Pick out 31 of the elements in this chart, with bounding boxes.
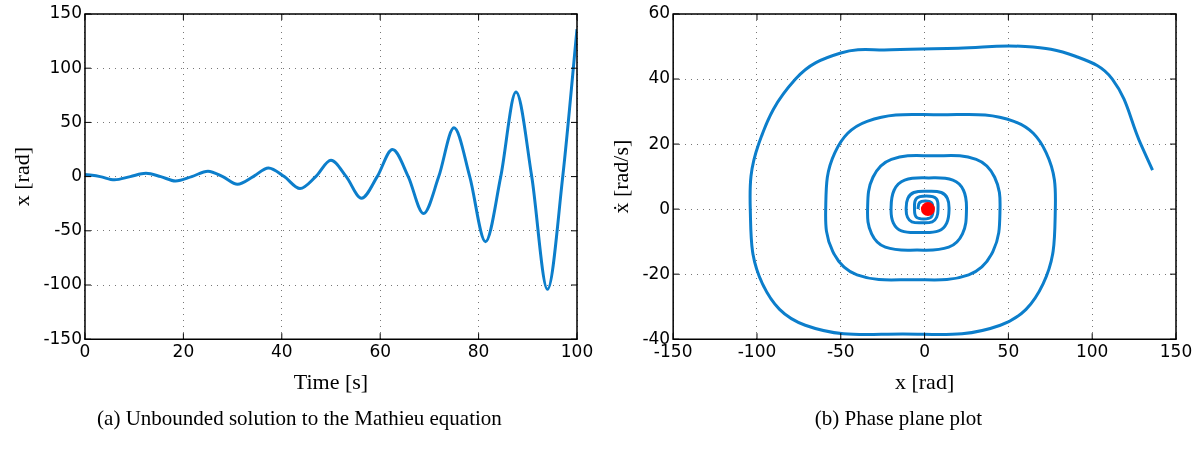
y-tick-label: -50 — [54, 219, 82, 240]
y-axis-title: x [rad] — [8, 146, 34, 207]
y-tick-label: 0 — [71, 165, 82, 186]
line-series — [84, 27, 577, 291]
line-series — [748, 44, 1155, 336]
y-tick-label: 100 — [49, 56, 82, 77]
x-tick-label: -100 — [737, 340, 777, 361]
x-tick-label: 40 — [270, 340, 293, 361]
x-tick-label: -50 — [826, 340, 855, 361]
y-tick-label: 60 — [648, 2, 671, 23]
y-tick-label: -100 — [43, 273, 82, 294]
x-tick-label: 50 — [997, 340, 1020, 361]
y-tick-label: 50 — [60, 110, 82, 131]
x-tick-label: 150 — [1159, 340, 1193, 361]
x-axis-title: x [rad] — [894, 368, 955, 394]
y-tick-label: 150 — [49, 2, 82, 23]
text: (a) Unbounded solution to the Mathieu equation — [96, 406, 503, 431]
y-tick-label: -150 — [43, 327, 82, 348]
y-tick-label: 20 — [648, 132, 671, 153]
y-tick-label: 40 — [648, 67, 671, 88]
x-tick-label: 100 — [560, 340, 594, 361]
x-tick-label: 0 — [919, 340, 930, 361]
x-tick-label: 100 — [1075, 340, 1109, 361]
x-tick-label: 60 — [369, 340, 392, 361]
x-tick-label: 20 — [172, 340, 195, 361]
x-tick-label: 80 — [467, 340, 490, 361]
x-axis-title: Time [s] — [293, 368, 369, 394]
text: (b) Phase plane plot — [813, 406, 984, 431]
y-tick-label: -20 — [642, 262, 671, 283]
y-tick-label: 0 — [659, 197, 671, 218]
y-axis-title: ẋ [rad/s] — [607, 139, 633, 214]
